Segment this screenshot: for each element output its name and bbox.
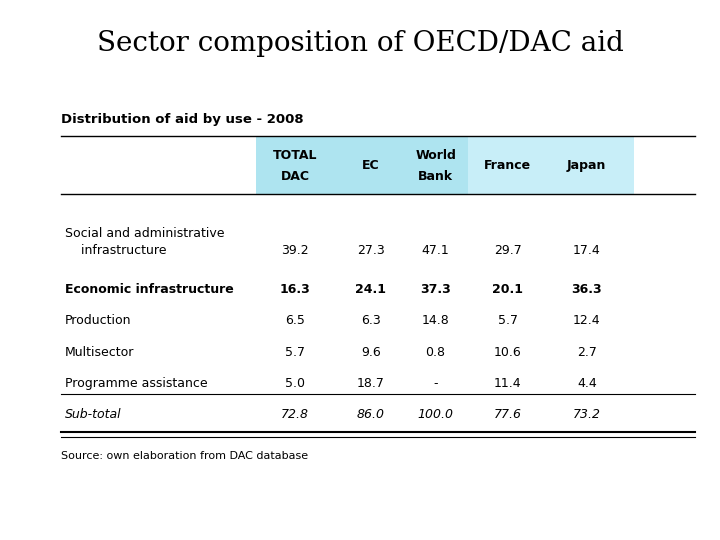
Text: DAC: DAC [281, 170, 310, 183]
Text: 39.2: 39.2 [282, 244, 309, 257]
Text: Programme assistance: Programme assistance [65, 377, 207, 390]
Text: Distribution of aid by use - 2008: Distribution of aid by use - 2008 [61, 113, 304, 126]
Text: Bank: Bank [418, 170, 453, 183]
Text: Sector composition of OECD/DAC aid: Sector composition of OECD/DAC aid [96, 30, 624, 57]
Text: 36.3: 36.3 [572, 283, 602, 296]
Text: Sub-total: Sub-total [65, 408, 122, 421]
Text: EC: EC [362, 159, 379, 172]
Text: France: France [484, 159, 531, 172]
Text: 4.4: 4.4 [577, 377, 597, 390]
Text: 6.3: 6.3 [361, 314, 381, 327]
Text: TOTAL: TOTAL [273, 149, 318, 162]
Text: 12.4: 12.4 [573, 314, 600, 327]
Text: 100.0: 100.0 [418, 408, 454, 421]
Text: 86.0: 86.0 [357, 408, 384, 421]
Text: 29.7: 29.7 [494, 244, 521, 257]
Text: 17.4: 17.4 [573, 244, 600, 257]
Text: 14.8: 14.8 [422, 314, 449, 327]
Text: 5.7: 5.7 [285, 346, 305, 359]
Text: 10.6: 10.6 [494, 346, 521, 359]
Text: Source: own elaboration from DAC database: Source: own elaboration from DAC databas… [61, 451, 308, 461]
Text: 5.0: 5.0 [285, 377, 305, 390]
Text: 16.3: 16.3 [280, 283, 310, 296]
Text: 20.1: 20.1 [492, 283, 523, 296]
Text: 5.7: 5.7 [498, 314, 518, 327]
Text: Multisector: Multisector [65, 346, 134, 359]
Text: 73.2: 73.2 [573, 408, 600, 421]
Text: infrastructure: infrastructure [65, 244, 166, 257]
Text: 27.3: 27.3 [357, 244, 384, 257]
Text: Japan: Japan [567, 159, 606, 172]
Text: 37.3: 37.3 [420, 283, 451, 296]
Text: 6.5: 6.5 [285, 314, 305, 327]
Text: 0.8: 0.8 [426, 346, 446, 359]
Text: 18.7: 18.7 [357, 377, 384, 390]
Text: 72.8: 72.8 [282, 408, 309, 421]
Text: 77.6: 77.6 [494, 408, 521, 421]
Text: 2.7: 2.7 [577, 346, 597, 359]
Text: 9.6: 9.6 [361, 346, 381, 359]
Text: 11.4: 11.4 [494, 377, 521, 390]
Text: Economic infrastructure: Economic infrastructure [65, 283, 233, 296]
Text: 24.1: 24.1 [355, 283, 387, 296]
Text: 47.1: 47.1 [422, 244, 449, 257]
Text: World: World [415, 149, 456, 162]
Text: -: - [433, 377, 438, 390]
Text: Production: Production [65, 314, 131, 327]
Text: Social and administrative: Social and administrative [65, 227, 225, 240]
